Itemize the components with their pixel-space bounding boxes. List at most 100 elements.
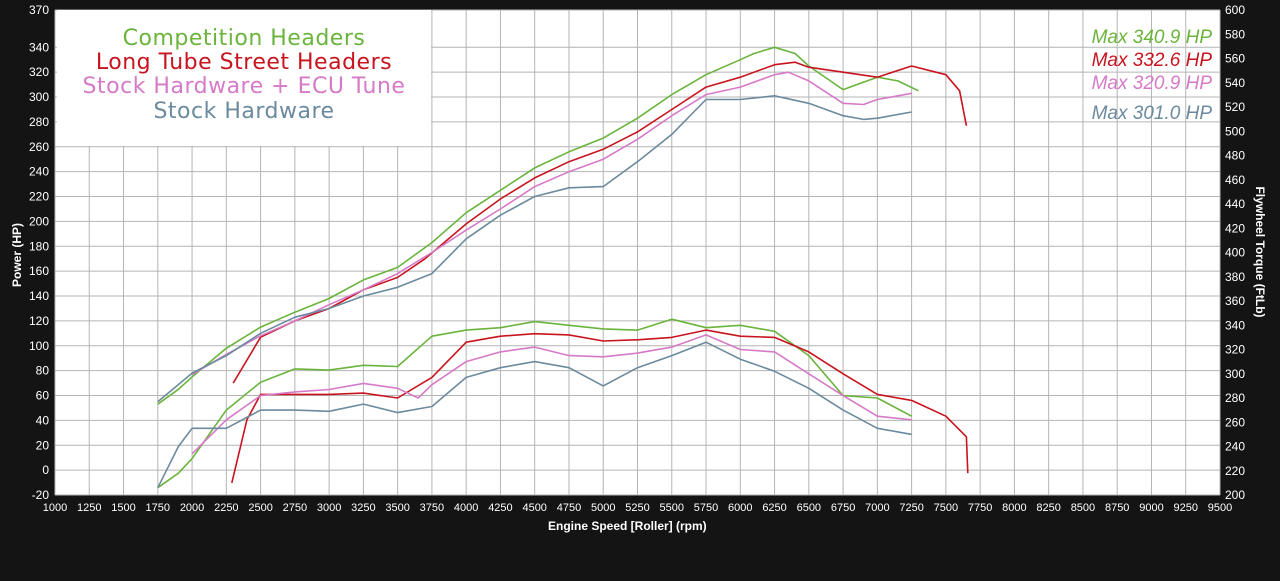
y2-tick-label: 220 [1225, 464, 1245, 478]
y2-axis-title: Flywheel Torque (FtLb) [1253, 186, 1267, 318]
y-tick-label: 80 [36, 364, 50, 378]
y-tick-label: 340 [29, 40, 49, 54]
x-tick-label: 7500 [934, 502, 958, 514]
x-tick-label: 4750 [557, 502, 581, 514]
y-tick-label: 40 [36, 413, 50, 427]
power-line [191, 71, 912, 376]
x-tick-label: 3000 [317, 502, 341, 514]
y2-tick-label: 540 [1225, 76, 1245, 90]
y2-tick-label: 460 [1225, 173, 1245, 187]
y2-tick-label: 500 [1225, 124, 1245, 138]
y-tick-label: 300 [29, 90, 49, 104]
y-tick-label: 100 [29, 339, 49, 353]
x-tick-label: 4250 [488, 502, 512, 514]
x-tick-label: 2500 [248, 502, 272, 514]
x-tick-label: 1250 [77, 502, 101, 514]
x-tick-label: 9500 [1208, 502, 1232, 514]
x-tick-label: 5250 [625, 502, 649, 514]
x-tick-label: 7000 [865, 502, 889, 514]
y2-tick-label: 380 [1225, 270, 1245, 284]
x-tick-label: 3750 [420, 502, 444, 514]
y2-tick-label: 360 [1225, 294, 1245, 308]
y2-tick-label: 340 [1225, 318, 1245, 332]
x-tick-label: 1750 [146, 502, 170, 514]
x-tick-label: 5500 [660, 502, 684, 514]
x-tick-label: 1000 [43, 502, 67, 514]
y-tick-label: 240 [29, 165, 49, 179]
y-tick-label: 160 [29, 264, 49, 278]
x-tick-label: 2000 [180, 502, 204, 514]
x-tick-label: 8000 [1002, 502, 1026, 514]
y2-tick-label: 580 [1225, 27, 1245, 41]
x-tick-label: 5750 [694, 502, 718, 514]
max-label: Max 340.9 HP [1091, 27, 1212, 48]
x-tick-label: 8500 [1071, 502, 1095, 514]
x-tick-label: 6750 [831, 502, 855, 514]
x-tick-label: 8250 [1036, 502, 1060, 514]
x-tick-label: 5000 [591, 502, 615, 514]
y2-tick-label: 560 [1225, 52, 1245, 66]
y-tick-label: 370 [29, 3, 49, 17]
y-tick-label: 180 [29, 239, 49, 253]
x-tick-label: 6500 [797, 502, 821, 514]
x-tick-label: 2250 [214, 502, 238, 514]
y2-tick-label: 400 [1225, 246, 1245, 260]
y-tick-label: 20 [36, 438, 50, 452]
x-tick-label: 6000 [728, 502, 752, 514]
y-tick-label: 220 [29, 190, 49, 204]
legend-item: Stock Hardware + ECU Tune [82, 74, 406, 99]
y-tick-label: 260 [29, 140, 49, 154]
x-tick-label: 3500 [385, 502, 409, 514]
x-tick-label: 6250 [762, 502, 786, 514]
x-tick-label: 3250 [351, 502, 375, 514]
x-tick-label: 4000 [454, 502, 478, 514]
y2-tick-label: 520 [1225, 100, 1245, 114]
y-tick-labels: -20 0 20 40 60 80 100 120 140 160 180 200 220 240 260 2… [29, 3, 49, 502]
power-line [157, 46, 919, 405]
x-tick-labels: 1000 1250 1500 1750 2000 2250 2500 2750 3000 3250… [43, 502, 1232, 514]
x-tick-label: 9250 [1173, 502, 1197, 514]
x-tick-label: 8750 [1105, 502, 1129, 514]
y-tick-label: 0 [42, 463, 49, 477]
torque-line [231, 329, 969, 484]
y2-tick-label: 600 [1225, 3, 1245, 17]
max-label: Max 301.0 HP [1091, 103, 1212, 124]
y2-tick-label: 480 [1225, 149, 1245, 163]
y2-tick-label: 300 [1225, 367, 1245, 381]
x-tick-label: 1500 [111, 502, 135, 514]
y2-tick-label: 260 [1225, 415, 1245, 429]
legend: Competition Headers Long Tube Street Hea… [57, 10, 431, 146]
y-tick-label: 200 [29, 214, 49, 228]
power-line [157, 95, 912, 403]
max-label: Max 320.9 HP [1091, 73, 1212, 94]
y-tick-label: 60 [36, 389, 50, 403]
x-tick-label: 9000 [1139, 502, 1163, 514]
legend-item: Competition Headers [122, 26, 366, 51]
torque-line [157, 318, 912, 489]
x-tick-label: 2750 [283, 502, 307, 514]
y-tick-label: -20 [32, 488, 50, 502]
y-tick-label: 120 [29, 314, 49, 328]
torque-line [191, 334, 912, 455]
x-tick-label: 7250 [899, 502, 923, 514]
y2-tick-label: 320 [1225, 343, 1245, 357]
y-tick-label: 140 [29, 289, 49, 303]
y2-tick-label: 280 [1225, 391, 1245, 405]
x-tick-label: 4500 [522, 502, 546, 514]
x-tick-label: 7750 [968, 502, 992, 514]
legend-item: Long Tube Street Headers [95, 50, 393, 75]
y-tick-label: 320 [29, 65, 49, 79]
y2-tick-label: 440 [1225, 197, 1245, 211]
y2-tick-label: 200 [1225, 488, 1245, 502]
series-lines [157, 46, 969, 489]
y-axis-title: Power (HP) [10, 222, 24, 288]
y2-tick-label: 240 [1225, 440, 1245, 454]
y-tick-label: 280 [29, 115, 49, 129]
y2-tick-labels: 200 220 240 260 280 300 320 340 360 380 400 420 440 4… [1225, 3, 1245, 502]
x-axis-title: Engine Speed [Roller] (rpm) [548, 519, 707, 533]
torque-line [157, 341, 912, 489]
max-label: Max 332.6 HP [1091, 50, 1212, 71]
legend-item: Stock Hardware [153, 99, 335, 124]
y2-tick-label: 420 [1225, 221, 1245, 235]
